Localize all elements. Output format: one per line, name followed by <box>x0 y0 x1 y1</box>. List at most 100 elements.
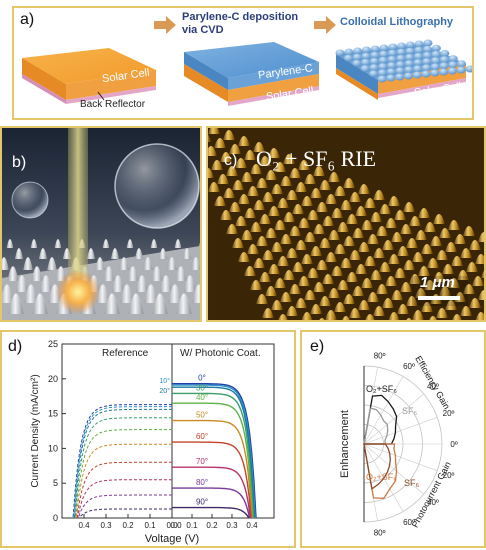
dome <box>387 49 397 57</box>
dome <box>440 49 450 57</box>
sem-ridge <box>412 252 424 262</box>
cone <box>54 239 62 248</box>
sem-ridge <box>277 256 289 266</box>
sem-ridge <box>436 250 448 260</box>
dome <box>430 69 440 77</box>
dome <box>414 40 424 48</box>
coat-curve <box>172 419 253 519</box>
cone <box>143 257 153 270</box>
sem-ridge <box>452 314 462 320</box>
sem-ridge <box>382 240 394 250</box>
x-tick-label: 0.1 <box>144 521 156 530</box>
dome <box>422 58 432 66</box>
dome <box>405 53 415 61</box>
sem-ridge <box>313 282 325 292</box>
cone <box>110 248 120 259</box>
cone <box>198 242 200 248</box>
colloidal-slab <box>335 39 475 100</box>
sem-ridge <box>436 308 448 318</box>
sem-ridge <box>247 244 259 254</box>
sem-ridge <box>244 208 256 218</box>
sem-ridge <box>304 290 316 300</box>
sem-ridge <box>460 306 472 316</box>
sem-ridge <box>388 254 400 264</box>
sem-ridge <box>424 222 436 232</box>
x-tick-label: 0.0 <box>166 521 178 530</box>
sem-ridge <box>373 306 385 316</box>
sem-ridge <box>343 236 355 246</box>
dome <box>403 72 413 80</box>
reference-curve <box>76 461 172 519</box>
sem-ridge <box>340 200 352 210</box>
sem-ridge <box>418 266 430 276</box>
sem-ridge <box>415 230 427 240</box>
sem-ridge <box>358 184 370 194</box>
dome <box>431 50 441 58</box>
sem-ridge <box>244 266 256 276</box>
sem-ridge <box>421 244 433 254</box>
sem-ridge <box>268 148 280 158</box>
sem-ridge <box>406 238 418 248</box>
panel-d: d) 0 5 10 15 20 25 0.4 0.3 0.2 0.1 0.0 0.0 0.1 0.2 0.3… <box>0 330 296 548</box>
panel-b: b) <box>0 126 202 322</box>
cone <box>152 293 168 314</box>
sem-ridge <box>430 236 442 246</box>
sem-ridge <box>286 190 298 200</box>
dome <box>377 69 387 77</box>
sem-ridge <box>310 188 322 198</box>
sem-ridge <box>394 210 406 220</box>
sem-ridge <box>358 242 370 252</box>
sem-ridge <box>208 134 211 142</box>
series-label: SF₆ <box>404 478 420 488</box>
sem-ridge <box>370 270 382 280</box>
dome <box>352 53 362 61</box>
angle-tick-label: 40º <box>427 382 439 391</box>
dome <box>379 44 389 52</box>
sem-ridge <box>241 172 253 182</box>
reference-curve <box>78 508 172 519</box>
dome <box>396 48 406 56</box>
cone <box>175 266 187 281</box>
dome <box>369 57 379 65</box>
sem-ridge <box>400 224 412 234</box>
sem-ridge <box>406 318 412 320</box>
dome <box>395 73 405 81</box>
sem-ridge <box>283 154 295 164</box>
dome <box>370 45 380 53</box>
y-tick-label: 0 <box>53 513 58 523</box>
cone <box>47 257 57 270</box>
cone <box>119 257 129 270</box>
sem-ridge <box>268 264 280 274</box>
sem-ridge <box>472 276 484 286</box>
sem-ridge <box>445 300 457 310</box>
sem-ridge <box>289 284 301 294</box>
series-label: SF₆ <box>402 406 418 416</box>
sem-ridge <box>442 264 454 274</box>
dome <box>386 74 396 82</box>
sem-ridge <box>208 128 220 134</box>
angle-tick-label: 20º <box>443 409 455 418</box>
sem-ridge <box>238 194 250 204</box>
x-axis-label: Voltage (V) <box>145 533 199 545</box>
dome <box>335 49 345 57</box>
angle-label: 50° <box>196 411 208 420</box>
water-droplet <box>11 181 49 219</box>
sem-ridge <box>250 222 262 232</box>
sem-ridge <box>265 286 277 296</box>
plot-frame <box>61 343 275 519</box>
cone <box>2 284 14 303</box>
sem-ridge <box>424 280 436 290</box>
sem-ridge <box>289 168 301 178</box>
sem-ridge <box>295 298 307 308</box>
sem-ridge <box>394 268 406 278</box>
sem-ridge <box>262 250 274 260</box>
sem-ridge <box>244 150 256 160</box>
y-tick-label: 5 <box>53 478 58 488</box>
polar-series <box>363 394 398 445</box>
cone <box>191 257 200 270</box>
cone <box>23 257 33 270</box>
x-tick-label: 0.4 <box>78 521 90 530</box>
angle-tick-label: 60º <box>403 362 415 371</box>
panel-c-label: c) <box>224 152 238 169</box>
sem-ridge <box>331 266 343 276</box>
